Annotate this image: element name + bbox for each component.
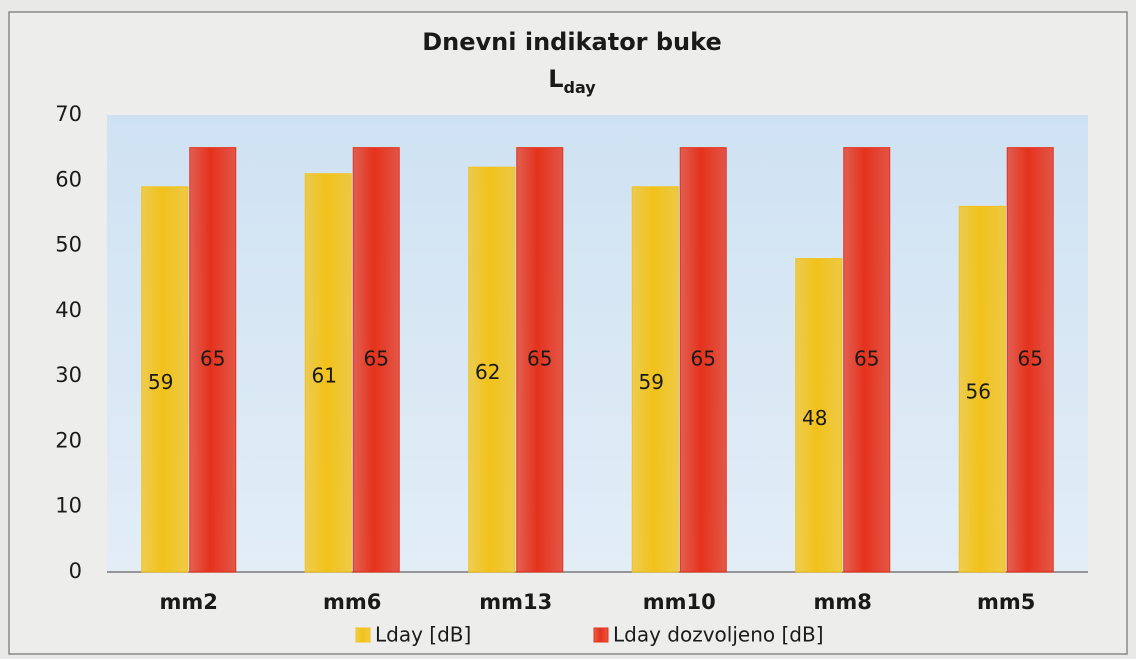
- y-tick-label: 60: [55, 167, 82, 191]
- bar: [843, 147, 891, 573]
- data-label: 48: [802, 406, 827, 430]
- x-tick-label: mm10: [643, 590, 716, 614]
- y-tick-label: 50: [55, 233, 82, 257]
- x-tick-label: mm5: [977, 590, 1035, 614]
- bar: [679, 147, 727, 573]
- chart-subtitle: Lday: [548, 65, 596, 97]
- subtitle-subscript: day: [564, 78, 597, 97]
- legend-label: Lday [dB]: [375, 623, 471, 647]
- chart-title: Dnevni indikator buke: [422, 28, 721, 56]
- y-tick-label: 0: [69, 559, 82, 583]
- data-label: 65: [1018, 346, 1043, 370]
- data-label: 65: [691, 346, 716, 370]
- y-tick-label: 30: [55, 363, 82, 387]
- bar: [304, 173, 352, 573]
- x-tick-label: mm2: [160, 590, 218, 614]
- data-label: 61: [312, 363, 337, 387]
- bar: [958, 205, 1006, 573]
- bar: [795, 258, 843, 573]
- bar: [1006, 147, 1054, 573]
- legend-label: Lday dozvoljeno [dB]: [613, 623, 824, 647]
- y-tick-label: 70: [55, 102, 82, 126]
- legend-swatch: [355, 627, 371, 643]
- y-tick-label: 40: [55, 298, 82, 322]
- data-label: 59: [639, 370, 664, 394]
- x-tick-label: mm8: [814, 590, 872, 614]
- bar: [631, 186, 679, 573]
- data-label: 65: [364, 346, 389, 370]
- x-tick-label: mm6: [323, 590, 381, 614]
- legend-swatch: [593, 627, 609, 643]
- data-label: 65: [854, 346, 879, 370]
- plot-area: [107, 115, 1088, 572]
- data-label: 65: [527, 346, 552, 370]
- y-tick-label: 10: [55, 494, 82, 518]
- bar: [141, 186, 189, 573]
- x-tick-label: mm13: [479, 590, 552, 614]
- data-label: 62: [475, 360, 500, 384]
- bar: [516, 147, 564, 573]
- subtitle-base: L: [548, 65, 563, 93]
- data-label: 65: [200, 346, 225, 370]
- data-label: 56: [966, 380, 991, 404]
- bar: [468, 166, 516, 573]
- bar: [189, 147, 237, 573]
- bar: [352, 147, 400, 573]
- y-tick-label: 20: [55, 428, 82, 452]
- data-label: 59: [148, 370, 173, 394]
